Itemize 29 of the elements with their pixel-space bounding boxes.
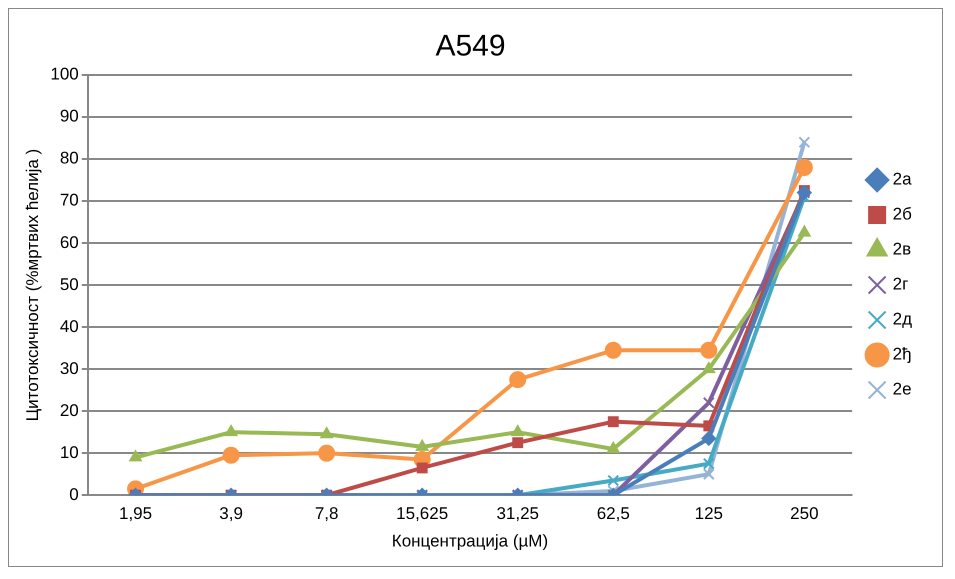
x-tick-label: 7,8 xyxy=(314,504,338,524)
x-tick-label: 1,95 xyxy=(118,504,152,524)
legend-label: 2д xyxy=(892,310,912,329)
y-tick-label: 0 xyxy=(69,484,79,504)
legend-label: 2б xyxy=(892,204,912,224)
y-tick-label: 40 xyxy=(60,316,79,336)
y-tick-label: 70 xyxy=(60,190,79,210)
y-tick-label: 90 xyxy=(60,106,79,126)
x-tick-label: 31,25 xyxy=(496,504,539,524)
legend-label: 2в xyxy=(892,240,912,259)
chart-title: A549 xyxy=(435,29,506,62)
x-tick-label: 15,625 xyxy=(396,504,448,524)
legend-label: 2г xyxy=(892,274,908,294)
y-tick-label: 60 xyxy=(60,232,79,252)
y-tick-label: 80 xyxy=(60,148,79,168)
legend-label: 2а xyxy=(892,170,912,189)
x-axis-title: Концентрација (µM) xyxy=(392,531,548,550)
legend-label: 2е xyxy=(892,380,912,399)
y-tick-label: 10 xyxy=(60,442,79,462)
x-tick-label: 250 xyxy=(790,504,819,524)
legend-label: 2ђ xyxy=(892,344,912,364)
y-axis-title: Цитотоксичност (%мртвих ћелија ) xyxy=(22,148,42,422)
x-tick-label: 125 xyxy=(694,504,723,524)
y-tick-label: 100 xyxy=(50,64,79,84)
y-tick-label: 20 xyxy=(60,400,79,420)
y-tick-label: 50 xyxy=(60,274,79,294)
x-tick-label: 3,9 xyxy=(219,504,243,524)
y-tick-label: 30 xyxy=(60,358,79,378)
x-tick-label: 62,5 xyxy=(596,504,630,524)
